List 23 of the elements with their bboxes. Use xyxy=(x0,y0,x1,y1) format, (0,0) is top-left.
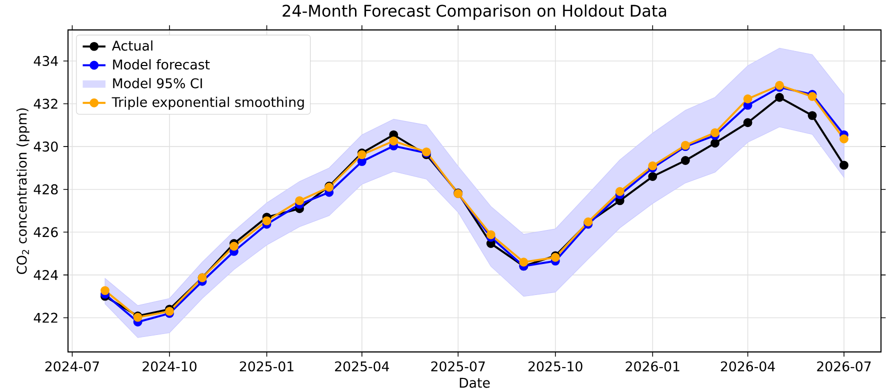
chart-title: 24-Month Forecast Comparison on Holdout Data xyxy=(282,4,666,20)
y-tick-label: 424 xyxy=(34,270,58,280)
x-tick-label: 2025-07 xyxy=(431,361,485,372)
annotation: Model 95% CI xyxy=(113,78,202,88)
y-tick-label: 432 xyxy=(34,98,58,109)
y-axis-title: CO$_{2}$ concentration (ppm) xyxy=(16,108,30,274)
y-tick-label: 422 xyxy=(34,312,58,323)
x-tick-label: 2024-10 xyxy=(142,361,196,372)
x-tick-label: 2025-04 xyxy=(335,361,390,372)
x-tick-label: 2024-07 xyxy=(45,361,99,372)
x-tick-label: 2025-01 xyxy=(240,361,294,372)
x-tick-label: 2026-07 xyxy=(817,361,871,372)
y-tick-label: 426 xyxy=(34,226,58,238)
x-tick-label: 2026-04 xyxy=(720,361,775,372)
legend-label: Actual xyxy=(112,40,152,51)
y-tick-label: 428 xyxy=(34,184,58,194)
legend-label: Triple exponential smoothing xyxy=(112,96,304,110)
legend-label: Model forecast xyxy=(113,59,210,70)
x-axis-title: Date xyxy=(460,378,490,388)
x-tick-label: 2026-01 xyxy=(626,361,680,372)
y-tick-label: 430 xyxy=(34,141,58,152)
x-tick-label: 2025-10 xyxy=(528,361,582,372)
y-tick-label: 434 xyxy=(34,56,58,66)
